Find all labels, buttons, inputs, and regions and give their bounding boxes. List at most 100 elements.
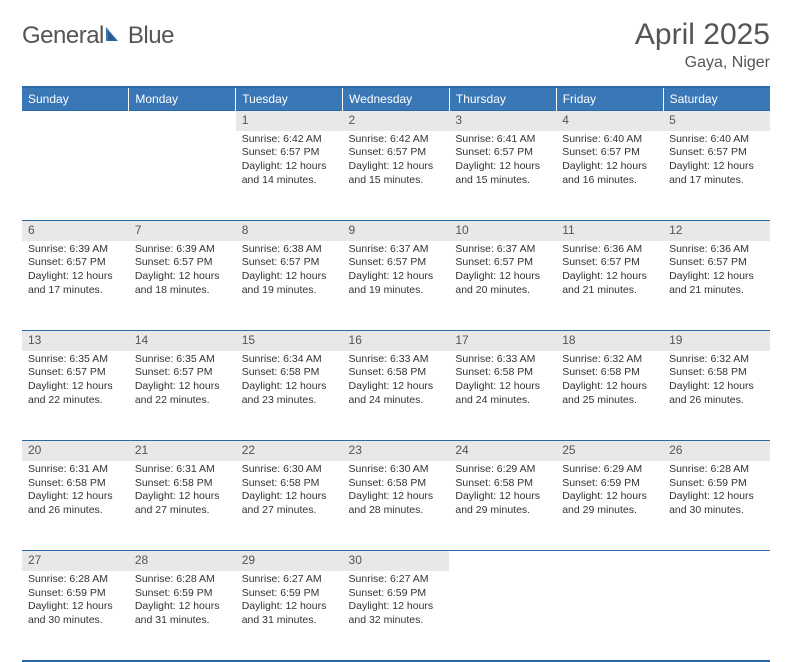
daylight-text: Daylight: 12 hours and 17 minutes. (669, 160, 764, 187)
day-number-cell (129, 111, 236, 131)
day-detail-cell: Sunrise: 6:42 AMSunset: 6:57 PMDaylight:… (236, 131, 343, 221)
sunrise-text: Sunrise: 6:35 AM (28, 353, 123, 367)
daylight-text: Daylight: 12 hours and 30 minutes. (28, 600, 123, 627)
detail-row: Sunrise: 6:39 AMSunset: 6:57 PMDaylight:… (22, 241, 770, 331)
day-number-cell: 12 (663, 221, 770, 241)
daylight-text: Daylight: 12 hours and 25 minutes. (562, 380, 657, 407)
day-number-cell: 20 (22, 441, 129, 461)
daynum-row: 12345 (22, 111, 770, 131)
day-number-cell: 28 (129, 551, 236, 571)
day-detail-cell (556, 571, 663, 661)
sunset-text: Sunset: 6:57 PM (28, 366, 123, 380)
sunrise-text: Sunrise: 6:28 AM (135, 573, 230, 587)
day-number-cell (556, 551, 663, 571)
sunrise-text: Sunrise: 6:31 AM (135, 463, 230, 477)
day-number-cell: 7 (129, 221, 236, 241)
sunset-text: Sunset: 6:58 PM (135, 477, 230, 491)
sail-icon (104, 25, 124, 48)
day-detail-cell: Sunrise: 6:28 AMSunset: 6:59 PMDaylight:… (663, 461, 770, 551)
logo-text-part2: Blue (128, 22, 174, 50)
sunset-text: Sunset: 6:58 PM (669, 366, 764, 380)
day-detail-cell: Sunrise: 6:33 AMSunset: 6:58 PMDaylight:… (449, 351, 556, 441)
sunrise-text: Sunrise: 6:39 AM (135, 243, 230, 257)
day-number-cell: 14 (129, 331, 236, 351)
sunset-text: Sunset: 6:57 PM (135, 366, 230, 380)
day-number-cell: 17 (449, 331, 556, 351)
sunset-text: Sunset: 6:59 PM (349, 587, 444, 601)
sunrise-text: Sunrise: 6:39 AM (28, 243, 123, 257)
weekday-header: Friday (556, 87, 663, 111)
daynum-row: 20212223242526 (22, 441, 770, 461)
logo: General Blue (22, 18, 174, 50)
day-detail-cell: Sunrise: 6:33 AMSunset: 6:58 PMDaylight:… (343, 351, 450, 441)
detail-row: Sunrise: 6:35 AMSunset: 6:57 PMDaylight:… (22, 351, 770, 441)
daylight-text: Daylight: 12 hours and 30 minutes. (669, 490, 764, 517)
sunset-text: Sunset: 6:59 PM (669, 477, 764, 491)
sunset-text: Sunset: 6:58 PM (349, 477, 444, 491)
sunset-text: Sunset: 6:57 PM (669, 256, 764, 270)
sunrise-text: Sunrise: 6:33 AM (349, 353, 444, 367)
sunset-text: Sunset: 6:58 PM (455, 366, 550, 380)
day-number-cell: 6 (22, 221, 129, 241)
sunset-text: Sunset: 6:59 PM (135, 587, 230, 601)
sunrise-text: Sunrise: 6:42 AM (349, 133, 444, 147)
daylight-text: Daylight: 12 hours and 15 minutes. (455, 160, 550, 187)
daylight-text: Daylight: 12 hours and 14 minutes. (242, 160, 337, 187)
daylight-text: Daylight: 12 hours and 21 minutes. (669, 270, 764, 297)
sunrise-text: Sunrise: 6:38 AM (242, 243, 337, 257)
sunrise-text: Sunrise: 6:27 AM (349, 573, 444, 587)
sunset-text: Sunset: 6:57 PM (455, 256, 550, 270)
weekday-header: Thursday (449, 87, 556, 111)
sunset-text: Sunset: 6:58 PM (455, 477, 550, 491)
day-number-cell (663, 551, 770, 571)
month-title: April 2025 (635, 18, 770, 52)
day-number-cell: 27 (22, 551, 129, 571)
day-detail-cell: Sunrise: 6:30 AMSunset: 6:58 PMDaylight:… (236, 461, 343, 551)
sunrise-text: Sunrise: 6:32 AM (669, 353, 764, 367)
title-block: April 2025 Gaya, Niger (635, 18, 770, 72)
day-detail-cell: Sunrise: 6:40 AMSunset: 6:57 PMDaylight:… (663, 131, 770, 221)
day-number-cell: 8 (236, 221, 343, 241)
day-detail-cell: Sunrise: 6:29 AMSunset: 6:58 PMDaylight:… (449, 461, 556, 551)
day-number-cell: 10 (449, 221, 556, 241)
sunrise-text: Sunrise: 6:30 AM (349, 463, 444, 477)
sunrise-text: Sunrise: 6:29 AM (562, 463, 657, 477)
weekday-header: Wednesday (343, 87, 450, 111)
sunset-text: Sunset: 6:57 PM (349, 256, 444, 270)
daylight-text: Daylight: 12 hours and 16 minutes. (562, 160, 657, 187)
day-number-cell: 19 (663, 331, 770, 351)
daylight-text: Daylight: 12 hours and 27 minutes. (135, 490, 230, 517)
daylight-text: Daylight: 12 hours and 31 minutes. (242, 600, 337, 627)
daylight-text: Daylight: 12 hours and 28 minutes. (349, 490, 444, 517)
sunset-text: Sunset: 6:59 PM (562, 477, 657, 491)
sunset-text: Sunset: 6:58 PM (242, 366, 337, 380)
day-detail-cell: Sunrise: 6:40 AMSunset: 6:57 PMDaylight:… (556, 131, 663, 221)
day-detail-cell: Sunrise: 6:27 AMSunset: 6:59 PMDaylight:… (343, 571, 450, 661)
sunrise-text: Sunrise: 6:27 AM (242, 573, 337, 587)
daylight-text: Daylight: 12 hours and 19 minutes. (349, 270, 444, 297)
day-detail-cell: Sunrise: 6:35 AMSunset: 6:57 PMDaylight:… (129, 351, 236, 441)
sunrise-text: Sunrise: 6:36 AM (669, 243, 764, 257)
sunset-text: Sunset: 6:57 PM (242, 256, 337, 270)
sunset-text: Sunset: 6:58 PM (562, 366, 657, 380)
sunrise-text: Sunrise: 6:36 AM (562, 243, 657, 257)
daylight-text: Daylight: 12 hours and 24 minutes. (349, 380, 444, 407)
day-number-cell: 13 (22, 331, 129, 351)
logo-text-part1: General (22, 22, 104, 50)
sunset-text: Sunset: 6:57 PM (669, 146, 764, 160)
sunset-text: Sunset: 6:57 PM (135, 256, 230, 270)
day-detail-cell: Sunrise: 6:39 AMSunset: 6:57 PMDaylight:… (22, 241, 129, 331)
day-detail-cell: Sunrise: 6:32 AMSunset: 6:58 PMDaylight:… (556, 351, 663, 441)
sunrise-text: Sunrise: 6:34 AM (242, 353, 337, 367)
day-detail-cell: Sunrise: 6:31 AMSunset: 6:58 PMDaylight:… (129, 461, 236, 551)
weekday-header: Sunday (22, 87, 129, 111)
day-number-cell: 26 (663, 441, 770, 461)
sunset-text: Sunset: 6:57 PM (349, 146, 444, 160)
calendar-table: Sunday Monday Tuesday Wednesday Thursday… (22, 86, 770, 662)
day-number-cell: 18 (556, 331, 663, 351)
day-detail-cell: Sunrise: 6:42 AMSunset: 6:57 PMDaylight:… (343, 131, 450, 221)
sunrise-text: Sunrise: 6:35 AM (135, 353, 230, 367)
day-detail-cell (449, 571, 556, 661)
day-number-cell (449, 551, 556, 571)
sunset-text: Sunset: 6:57 PM (455, 146, 550, 160)
